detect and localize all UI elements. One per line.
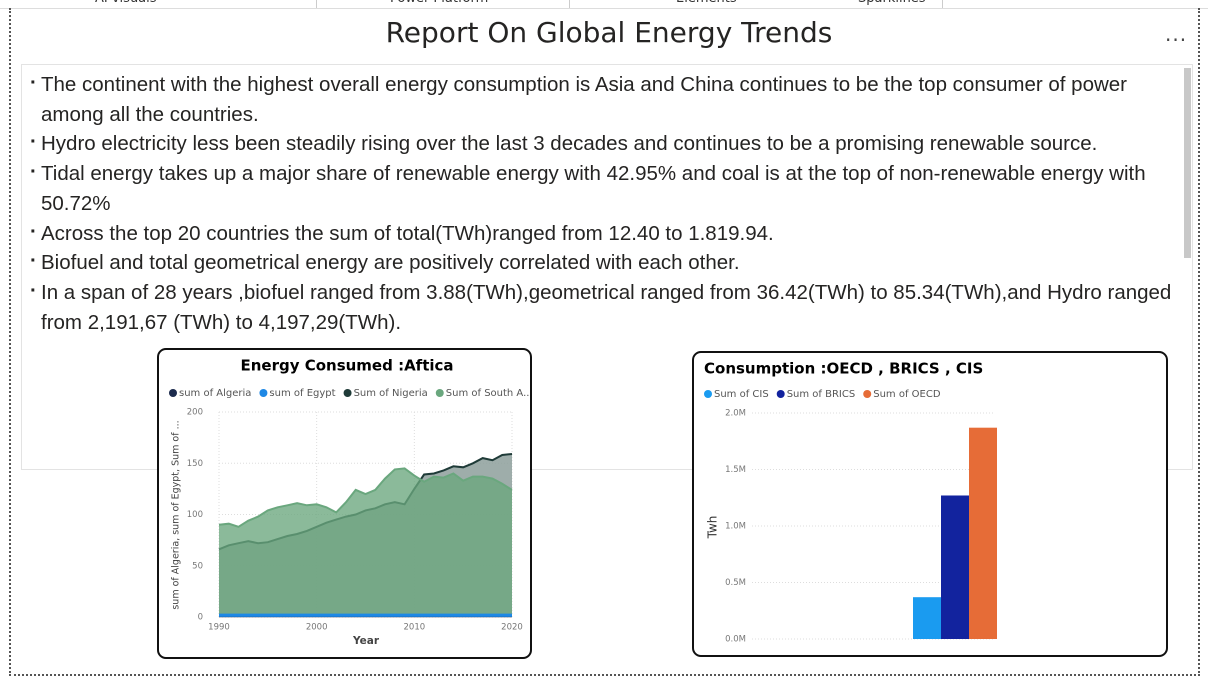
area-line — [218, 467, 513, 528]
legend-marker — [259, 389, 268, 397]
x-tick-label: 2010 — [404, 623, 426, 633]
report-title: Report On Global Energy Trends — [385, 16, 833, 49]
x-tick-label: 1990 — [208, 623, 230, 633]
tab[interactable]: Elements — [676, 0, 737, 6]
legend-marker — [169, 389, 177, 397]
bar — [969, 427, 997, 639]
legend-label: Sum of CIS — [714, 389, 769, 400]
legend-marker — [863, 390, 872, 398]
legend-marker — [776, 390, 785, 398]
legend-marker — [435, 389, 444, 397]
y-tick-label: 0.5M — [725, 578, 746, 588]
bar — [941, 495, 969, 639]
ribbon-tabs: AI visuals Power Platform Elements Spark… — [0, 0, 1208, 9]
x-tick-label: 2000 — [306, 623, 328, 633]
more-options[interactable]: ··· — [1165, 28, 1188, 52]
bullet: Hydro electricity less been steadily ris… — [30, 127, 1180, 159]
chart: Energy Consumed :Aftica sum of Algeria sum… — [169, 357, 533, 647]
separator — [316, 0, 317, 8]
legend-marker — [704, 390, 712, 398]
y-tick-label: 50 — [192, 561, 203, 571]
tab[interactable]: Power Platform — [390, 0, 488, 6]
y-tick-label: 0 — [198, 613, 203, 623]
bullet: Biofuel and total geometrical energy are… — [30, 246, 1180, 278]
y-tick-label: 1.0M — [725, 522, 746, 532]
y-axis-label: sum of Algeria, sum of Egypt, Sum of ... — [171, 420, 182, 609]
y-tick-label: 0.0M — [725, 635, 746, 645]
bullet: The continent with the highest overall e… — [30, 68, 1180, 129]
legend-label: Sum of BRICS — [787, 389, 856, 400]
tab[interactable]: Sparklines — [858, 0, 926, 6]
legend-label: sum of Egypt — [269, 388, 335, 399]
tab[interactable]: AI visuals — [95, 0, 157, 6]
bullet: Across the top 20 countries the sum of t… — [30, 217, 1180, 249]
chart-card: Energy Consumed :Aftica sum of Algeria sum… — [157, 348, 533, 659]
scrollbar[interactable] — [1184, 68, 1191, 258]
area-fill — [219, 468, 512, 617]
bullet: Tidal energy takes up a major share of r… — [30, 157, 1180, 218]
legend-marker — [343, 389, 352, 397]
y-tick-label: 100 — [187, 510, 203, 520]
canvas-frame — [9, 8, 1200, 676]
chart-card: Consumption :OECD , BRICS , CIS Sum of CI… — [692, 351, 1168, 657]
y-tick-label: 2.0M — [725, 409, 746, 419]
y-tick-label: 150 — [187, 459, 203, 469]
separator — [942, 0, 943, 8]
chart-title: Consumption :OECD , BRICS , CIS — [704, 360, 983, 378]
y-tick-label: 200 — [187, 408, 203, 418]
separator — [569, 0, 570, 8]
y-tick-label: 1.5M — [725, 465, 746, 475]
y-axis-label: Twh — [706, 516, 720, 540]
bar — [913, 597, 941, 639]
chart-title: Energy Consumed :Aftica — [240, 357, 453, 375]
x-axis-label: Year — [352, 635, 380, 647]
bullet-list: The continent with the highest overall e… — [30, 68, 1180, 337]
chart: Consumption :OECD , BRICS , CIS Sum of CI… — [704, 360, 997, 645]
legend-label: Sum of OECD — [873, 389, 941, 400]
bullet: In a span of 28 years ,biofuel ranged fr… — [30, 276, 1180, 337]
text-box — [21, 64, 1193, 470]
legend-label: sum of Algeria — [179, 388, 251, 399]
legend-label: Sum of South A... — [446, 388, 530, 399]
x-tick-label: 2020 — [501, 623, 523, 633]
legend-label: Sum of Nigeria — [354, 388, 428, 399]
